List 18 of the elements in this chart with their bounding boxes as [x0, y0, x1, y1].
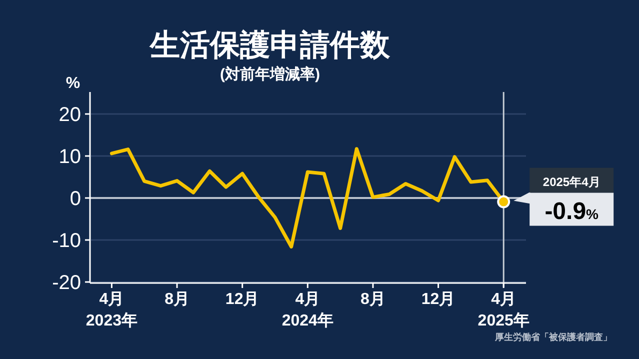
- x-tick-label: 12月: [225, 291, 260, 308]
- x-tick-label: 12月: [421, 291, 456, 308]
- x-tick-label: 8月: [360, 291, 386, 308]
- text: 厚生労働省「被保護者調査」: [494, 332, 612, 342]
- y-axis-title: %: [66, 75, 80, 92]
- y-tick-label: -20: [52, 272, 81, 294]
- y-tick-label: 20: [58, 104, 81, 126]
- text: 2025年4月: [542, 174, 600, 189]
- x-tick-label: 4月 2025年: [478, 291, 530, 330]
- chart-title: 生活保護申請件数: [149, 29, 391, 62]
- chart-subtitle: (対前年増減率): [220, 65, 320, 83]
- y-tick-label: 10: [58, 146, 81, 168]
- x-tick-label: 8月: [164, 291, 190, 308]
- x-tick-label: 4月 2023年: [86, 291, 138, 330]
- y-tick-label: 0: [70, 188, 81, 210]
- y-tick-label: -10: [52, 230, 81, 252]
- x-tick-label: 4月 2024年: [282, 291, 334, 330]
- text: -0.9%: [544, 198, 600, 225]
